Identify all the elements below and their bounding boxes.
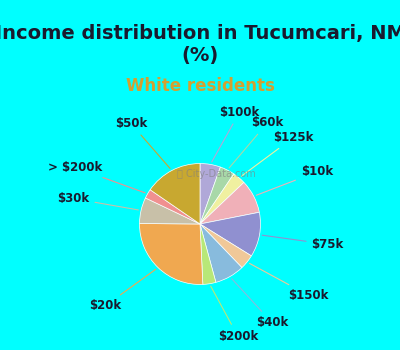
- Wedge shape: [200, 224, 252, 268]
- Text: $20k: $20k: [89, 269, 156, 312]
- Text: $30k: $30k: [57, 192, 138, 210]
- Wedge shape: [150, 163, 200, 224]
- Text: Income distribution in Tucumcari, NM
(%): Income distribution in Tucumcari, NM (%): [0, 25, 400, 65]
- Text: $150k: $150k: [250, 263, 328, 302]
- Wedge shape: [140, 224, 203, 285]
- Text: $200k: $200k: [211, 286, 258, 343]
- Wedge shape: [200, 167, 234, 224]
- Text: > $200k: > $200k: [48, 161, 145, 193]
- Wedge shape: [200, 212, 260, 256]
- Wedge shape: [200, 224, 216, 285]
- Text: $50k: $50k: [115, 117, 170, 168]
- Text: $40k: $40k: [232, 279, 288, 329]
- Wedge shape: [200, 224, 242, 282]
- Text: $100k: $100k: [212, 106, 260, 162]
- Text: 🔍 City-Data.com: 🔍 City-Data.com: [177, 169, 256, 178]
- Wedge shape: [146, 190, 200, 224]
- Text: $60k: $60k: [229, 116, 284, 168]
- Text: White residents: White residents: [126, 77, 274, 95]
- Text: $75k: $75k: [262, 235, 344, 251]
- Wedge shape: [200, 182, 259, 224]
- Wedge shape: [200, 163, 220, 224]
- Wedge shape: [200, 174, 244, 224]
- Text: $10k: $10k: [256, 166, 333, 195]
- Text: $125k: $125k: [241, 131, 314, 176]
- Wedge shape: [140, 198, 200, 224]
